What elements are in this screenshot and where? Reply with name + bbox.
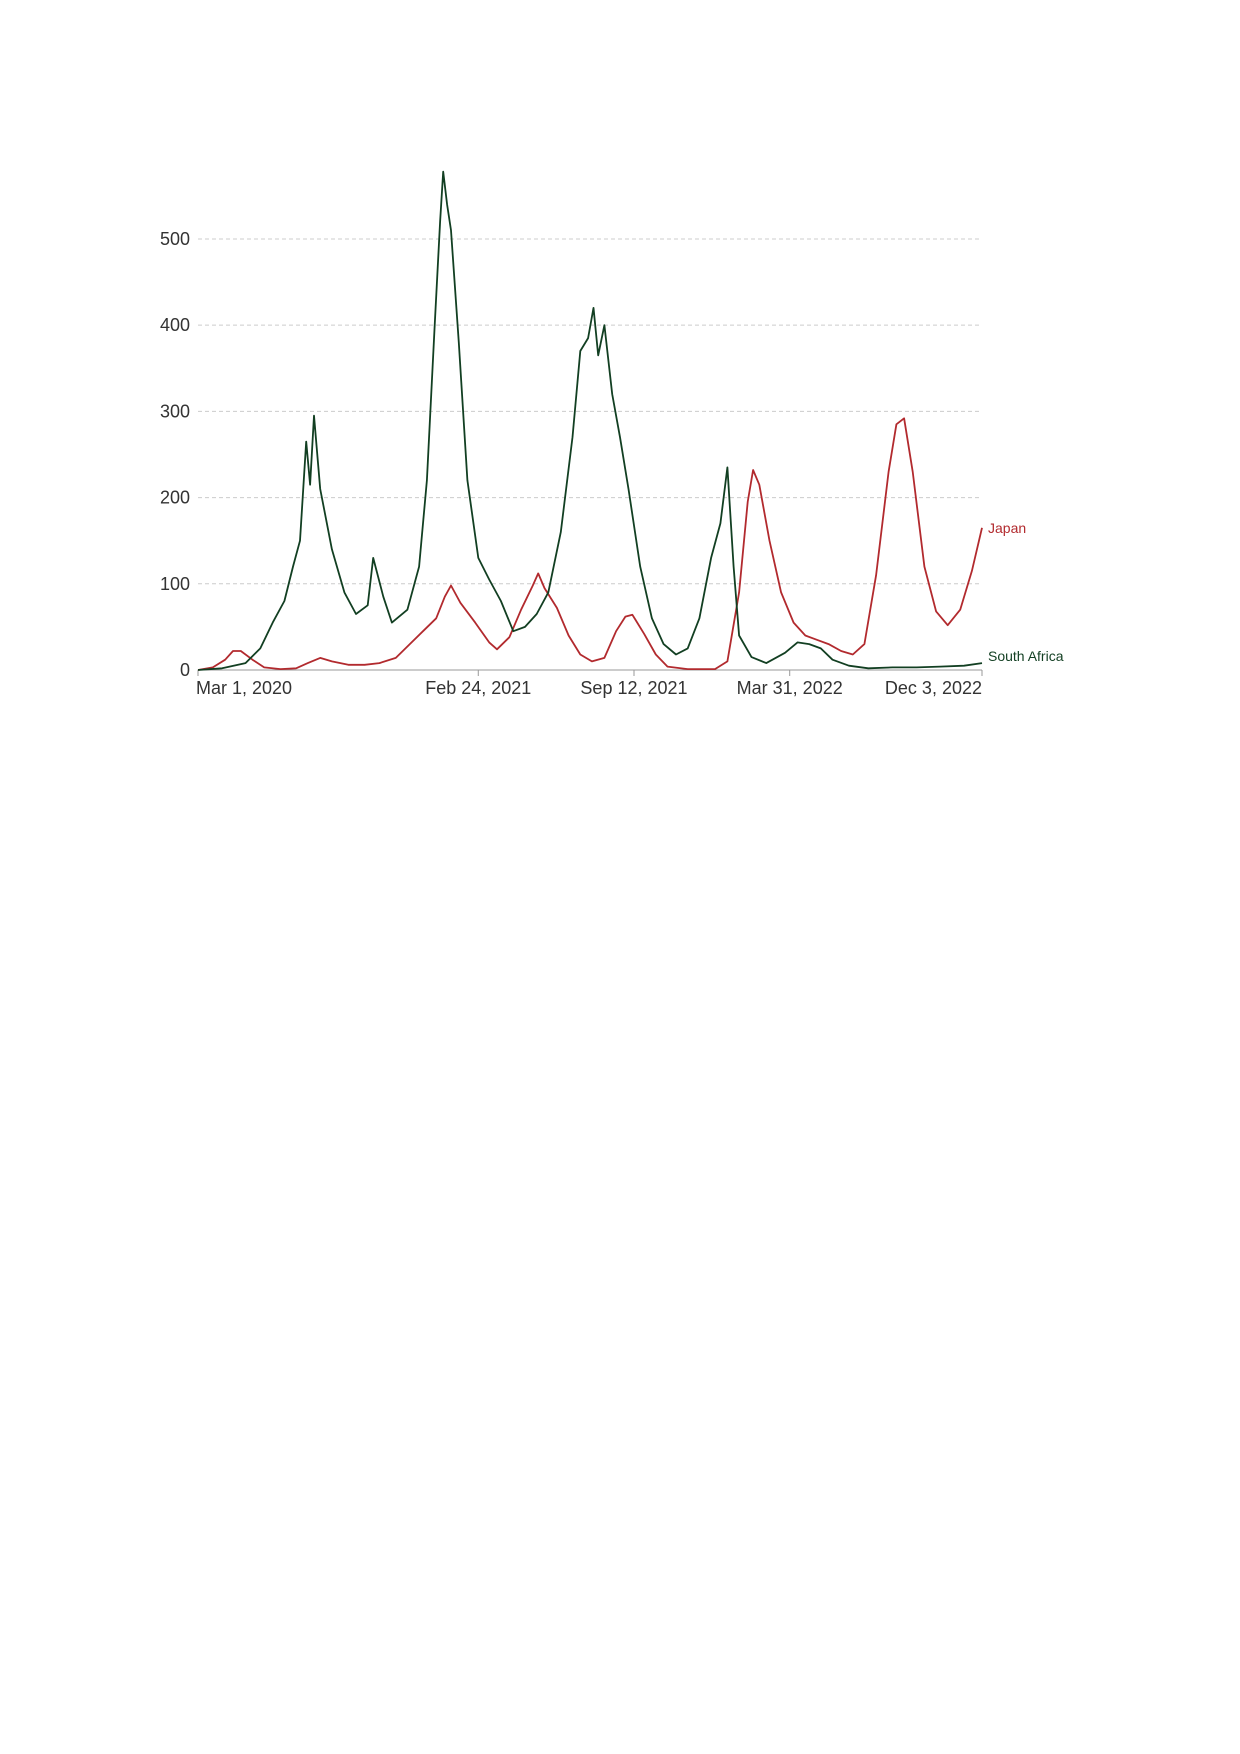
series-labels: Japan South Africa — [988, 520, 1064, 664]
series-lines — [197, 170, 983, 671]
y-tick-label: 0 — [180, 660, 190, 680]
series-label-japan: Japan — [988, 520, 1026, 536]
y-axis-tick-labels: 0 100 200 300 400 500 — [160, 229, 190, 680]
x-tick-label: Sep 12, 2021 — [580, 678, 687, 698]
y-tick-label: 200 — [160, 488, 190, 508]
y-tick-label: 300 — [160, 401, 190, 421]
x-axis — [197, 669, 983, 676]
x-tick-label: Dec 3, 2022 — [885, 678, 982, 698]
y-tick-label: 400 — [160, 315, 190, 335]
series-line-south-africa — [197, 170, 983, 671]
y-tick-label: 500 — [160, 229, 190, 249]
x-axis-tick-labels: Mar 1, 2020 Feb 24, 2021 Sep 12, 2021 Mar 3… — [196, 678, 982, 698]
series-line-japan — [197, 417, 983, 671]
x-tick-label: Mar 31, 2022 — [737, 678, 843, 698]
x-tick-label: Mar 1, 2020 — [196, 678, 292, 698]
grid-lines — [198, 238, 982, 585]
x-tick-label: Feb 24, 2021 — [425, 678, 531, 698]
series-label-south-africa: South Africa — [988, 648, 1064, 664]
y-tick-label: 100 — [160, 574, 190, 594]
